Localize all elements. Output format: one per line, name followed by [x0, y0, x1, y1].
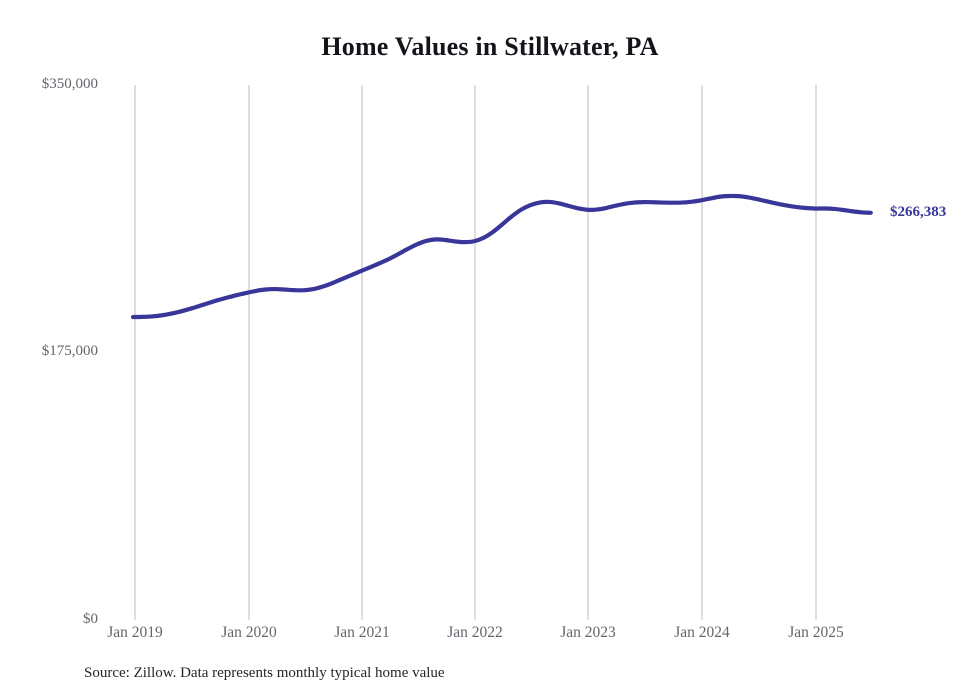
data-line-typical-home-value	[130, 193, 873, 320]
end-value-label: $266,383	[890, 203, 947, 220]
x-axis-label-jan-2025: Jan 2025	[788, 624, 844, 641]
x-axis-label-jan-2023: Jan 2023	[560, 624, 616, 641]
y-axis-label-bottom: $0	[83, 611, 98, 627]
x-axis-label-jan-2019: Jan 2019	[107, 624, 163, 641]
y-axis-label-top: $350,000	[41, 76, 98, 92]
x-axis-label-jan-2020: Jan 2020	[221, 624, 277, 641]
x-axis-label-jan-2021: Jan 2021	[334, 624, 390, 641]
chart-title: Home Values in Stillwater, PA	[321, 32, 659, 61]
x-axis-label-jan-2022: Jan 2022	[447, 624, 503, 641]
y-axis-label-mid: $175,000	[41, 343, 98, 359]
x-axis-label-jan-2024: Jan 2024	[674, 624, 730, 641]
source-note: Source: Zillow. Data represents monthly …	[84, 665, 445, 681]
gridlines	[134, 85, 817, 620]
